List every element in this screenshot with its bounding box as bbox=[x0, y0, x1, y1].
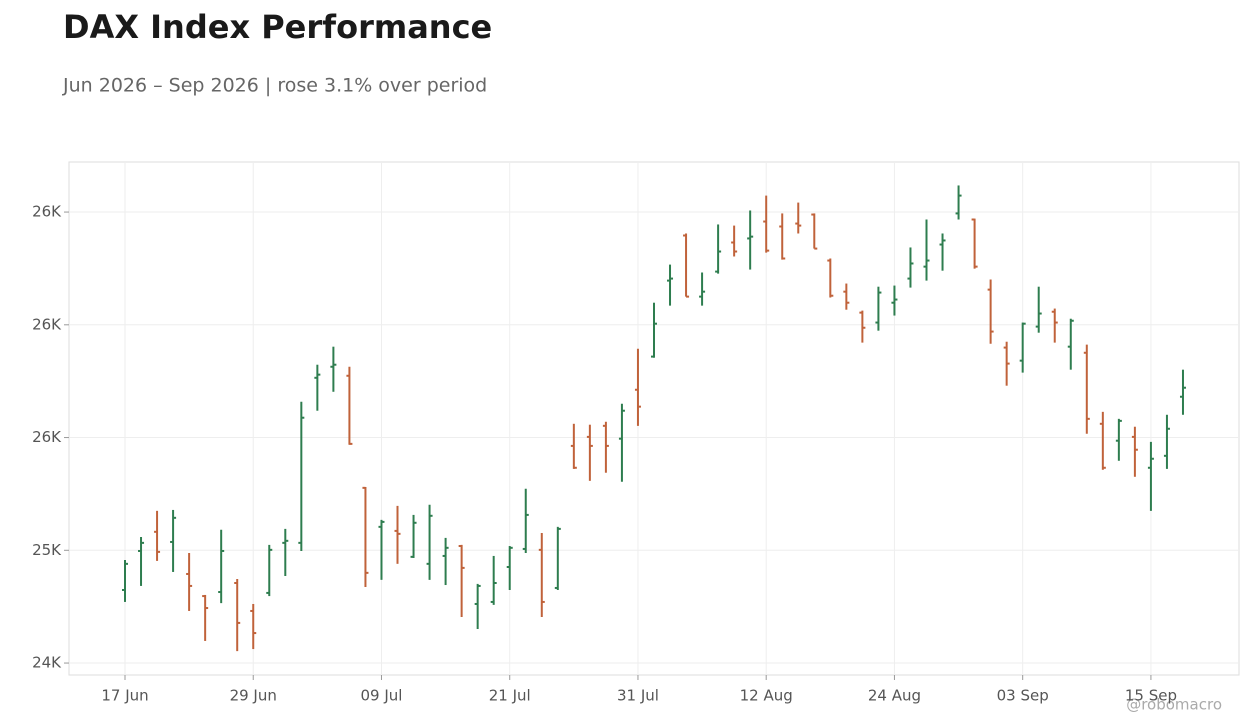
y-tick-label: 26K bbox=[32, 203, 62, 221]
x-tick-label: 31 Jul bbox=[617, 687, 659, 705]
x-tick-label: 17 Jun bbox=[101, 687, 148, 705]
x-tick-label: 21 Jul bbox=[489, 687, 531, 705]
plot-frame bbox=[68, 161, 1240, 676]
x-tick-label: 12 Aug bbox=[740, 687, 793, 705]
x-tick-label: 09 Jul bbox=[361, 687, 403, 705]
y-tick-label: 24K bbox=[32, 654, 62, 672]
chart-subtitle: Jun 2026 – Sep 2026 | rose 3.1% over per… bbox=[62, 75, 487, 97]
x-tick-label: 29 Jun bbox=[230, 687, 277, 705]
x-tick-label: 15 Sep bbox=[1125, 687, 1177, 705]
y-tick-label: 25K bbox=[32, 541, 62, 559]
x-tick-label: 24 Aug bbox=[868, 687, 921, 705]
y-tick-label: 26K bbox=[32, 428, 62, 446]
chart-title: DAX Index Performance bbox=[63, 8, 492, 46]
x-tick-label: 03 Sep bbox=[997, 687, 1049, 705]
y-tick-label: 26K bbox=[32, 315, 62, 333]
watermark: @robomacro bbox=[1126, 696, 1222, 714]
